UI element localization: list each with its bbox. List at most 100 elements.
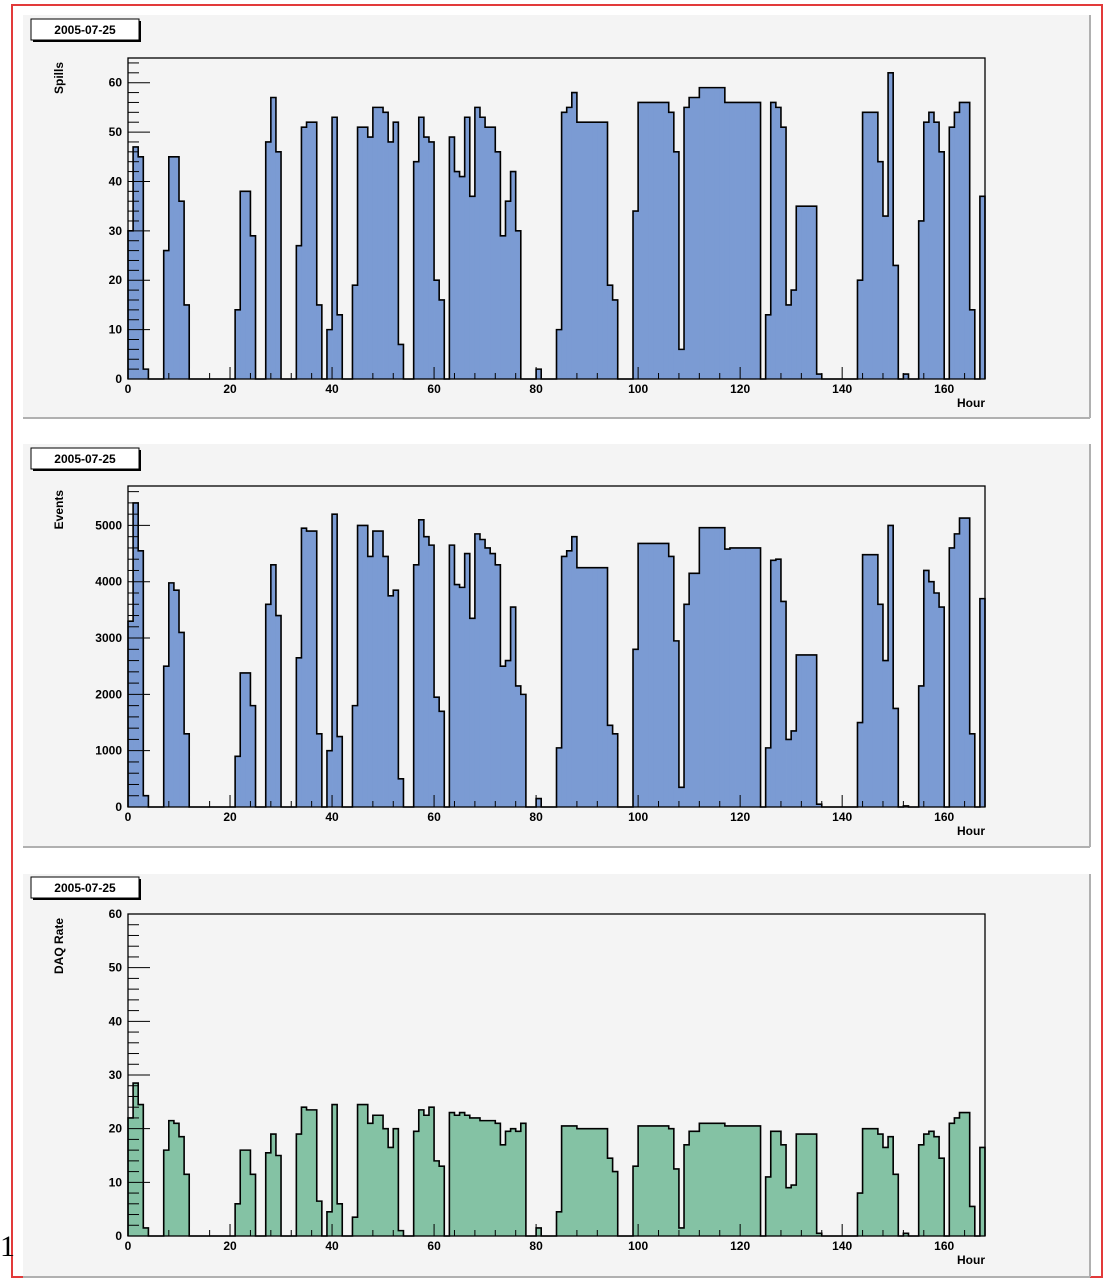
histogram-bar bbox=[296, 245, 302, 379]
histogram-bar bbox=[673, 1168, 680, 1236]
y-tick-label: 5000 bbox=[95, 518, 122, 532]
histogram-bar bbox=[704, 1123, 710, 1236]
x-tick-label: 40 bbox=[325, 810, 339, 824]
histogram-bar bbox=[133, 502, 139, 807]
histogram-bar bbox=[367, 556, 374, 807]
histogram-bar bbox=[673, 151, 680, 379]
histogram-bar bbox=[240, 1150, 246, 1236]
histogram-bar bbox=[520, 1123, 527, 1236]
histogram-bar bbox=[745, 547, 751, 807]
histogram-bar bbox=[566, 550, 573, 807]
histogram-bar bbox=[740, 547, 746, 807]
histogram-bar bbox=[816, 1233, 823, 1236]
histogram-bar bbox=[311, 1109, 318, 1236]
histogram-bar bbox=[479, 117, 486, 379]
histogram-bar bbox=[561, 1125, 568, 1236]
histogram-bar bbox=[719, 1123, 726, 1236]
x-tick-label: 0 bbox=[125, 382, 132, 396]
histogram-bar bbox=[505, 660, 511, 807]
histogram-bar bbox=[602, 567, 608, 807]
histogram-bar bbox=[719, 527, 726, 807]
y-tick-label: 60 bbox=[109, 907, 123, 921]
histogram-bar bbox=[786, 1187, 792, 1236]
y-tick-label: 10 bbox=[109, 323, 123, 337]
histogram-bar bbox=[138, 550, 144, 807]
histogram-bar bbox=[678, 787, 685, 807]
histogram-bar bbox=[479, 539, 486, 807]
histogram-bar bbox=[765, 314, 772, 379]
histogram-bar bbox=[556, 329, 563, 379]
histogram-bar bbox=[918, 685, 925, 807]
histogram-bar bbox=[449, 545, 455, 807]
histogram-bar bbox=[888, 1136, 894, 1236]
x-tick-label: 80 bbox=[529, 1239, 543, 1253]
y-tick-label: 30 bbox=[109, 1068, 123, 1082]
histogram-bar bbox=[316, 1201, 323, 1236]
histogram-bar bbox=[235, 1203, 241, 1236]
histogram-bar bbox=[648, 543, 654, 807]
histogram-bar bbox=[689, 573, 695, 807]
histogram-bar bbox=[245, 191, 251, 379]
x-tick-label: 80 bbox=[529, 810, 543, 824]
histogram-bar bbox=[270, 564, 277, 807]
histogram-bar bbox=[612, 1171, 619, 1236]
histogram-bar bbox=[770, 1131, 777, 1236]
histogram-bar bbox=[362, 127, 369, 379]
y-tick-label: 10 bbox=[109, 1175, 123, 1189]
histogram-bar bbox=[428, 1107, 435, 1236]
histogram-bar bbox=[750, 102, 756, 379]
histogram-bar bbox=[301, 127, 307, 379]
histogram-bar bbox=[306, 122, 313, 379]
histogram-bar bbox=[168, 1120, 175, 1236]
histogram-bar bbox=[592, 567, 598, 807]
histogram-bar bbox=[332, 514, 338, 807]
histogram-bar bbox=[719, 87, 726, 379]
histogram-bar bbox=[663, 1125, 670, 1236]
histogram-bar bbox=[133, 1083, 139, 1236]
histogram-bar bbox=[428, 545, 435, 807]
y-tick-label: 50 bbox=[109, 125, 123, 139]
histogram-bar bbox=[490, 553, 496, 807]
histogram-bar bbox=[648, 1125, 654, 1236]
histogram-bar bbox=[439, 711, 445, 807]
x-tick-label: 100 bbox=[628, 1239, 648, 1253]
histogram-bar bbox=[964, 518, 971, 807]
histogram-bar bbox=[857, 722, 863, 807]
plot-area bbox=[128, 914, 985, 1236]
histogram-bar bbox=[729, 547, 736, 807]
histogram-bar bbox=[648, 102, 654, 379]
histogram-bar bbox=[311, 122, 318, 379]
histogram-bar bbox=[265, 141, 272, 379]
histogram-bar bbox=[500, 666, 506, 807]
histogram-bar bbox=[469, 618, 476, 807]
histogram-bar bbox=[939, 1158, 945, 1236]
histogram-bar bbox=[770, 102, 777, 379]
histogram-bar bbox=[888, 525, 894, 807]
y-tick-label: 60 bbox=[109, 76, 123, 90]
histogram-bar bbox=[265, 604, 272, 807]
histogram-bar bbox=[270, 1134, 277, 1236]
histogram-bar bbox=[393, 1128, 399, 1236]
histogram-bar bbox=[372, 531, 379, 807]
histogram-bar bbox=[928, 112, 935, 380]
histogram-bar bbox=[663, 543, 670, 807]
histogram-bar bbox=[882, 660, 889, 807]
histogram-bar bbox=[393, 122, 399, 379]
date-tag-box bbox=[30, 18, 140, 41]
chart-panel-3: 0 20 40 60 80 100 120 140 160 0 10 20 30 40 50 60 Hour DA… bbox=[23, 874, 1091, 1278]
histogram-bar bbox=[270, 97, 277, 379]
histogram-bar bbox=[434, 1160, 440, 1236]
histogram-bar bbox=[163, 666, 170, 807]
histogram-bar bbox=[658, 543, 665, 807]
histogram-bar bbox=[959, 1112, 965, 1236]
histogram-bar bbox=[786, 304, 792, 379]
histogram-bar bbox=[811, 206, 818, 379]
histogram-bar bbox=[954, 533, 960, 807]
histogram-bar bbox=[857, 280, 863, 379]
histogram-bar bbox=[602, 122, 608, 379]
histogram-bar bbox=[464, 117, 471, 379]
y-axis-title: Spills bbox=[52, 62, 66, 94]
histogram-bar bbox=[505, 201, 511, 379]
x-axis-title: Hour bbox=[957, 396, 985, 410]
